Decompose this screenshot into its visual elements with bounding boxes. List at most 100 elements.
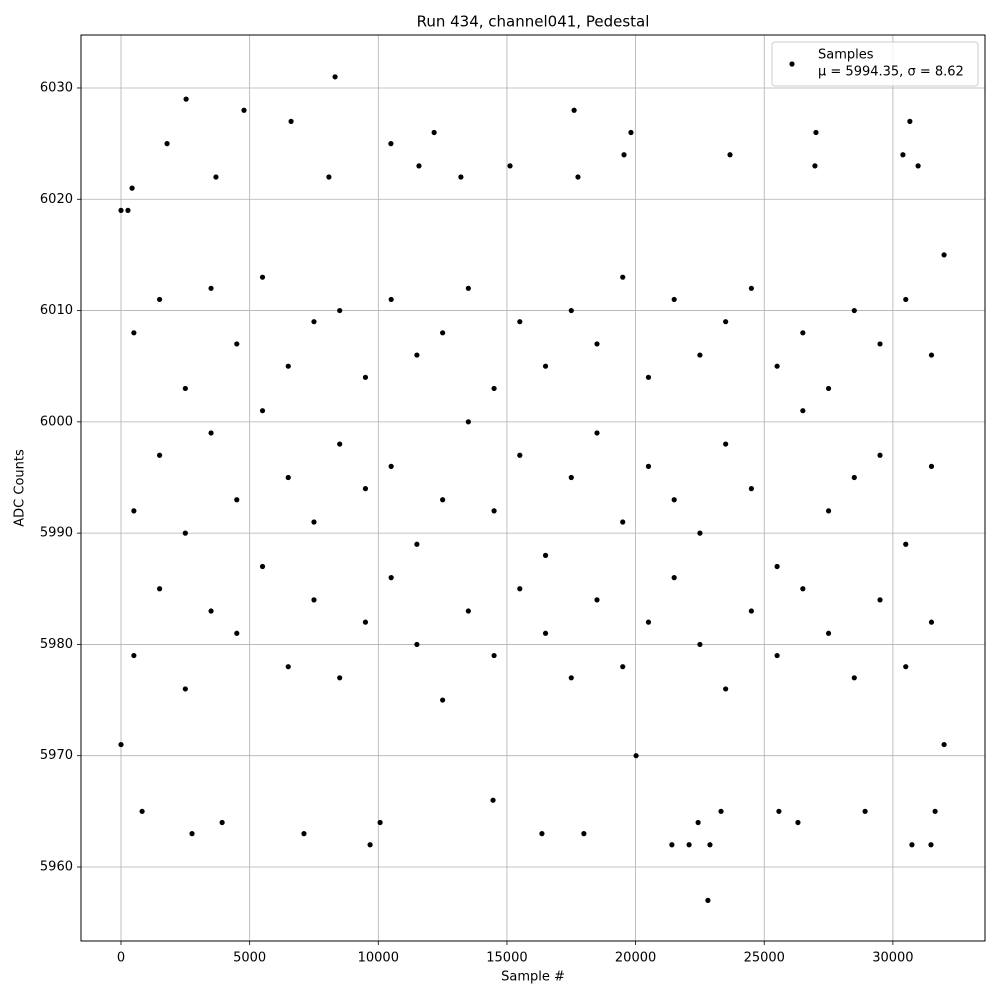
data-point	[507, 163, 513, 169]
data-point	[131, 508, 137, 514]
data-point	[851, 675, 857, 681]
data-point	[575, 174, 581, 180]
data-point	[182, 385, 188, 392]
data-point	[542, 630, 549, 636]
data-point	[928, 463, 935, 469]
data-point	[377, 819, 383, 826]
data-point	[131, 330, 137, 336]
data-point	[669, 842, 675, 848]
x-tick-label: 5000	[233, 951, 266, 966]
data-point	[800, 586, 806, 592]
data-point	[157, 586, 163, 592]
data-point	[825, 630, 832, 636]
data-point	[748, 486, 754, 492]
x-tick-label: 25000	[744, 951, 785, 966]
data-point	[164, 141, 170, 147]
data-point	[800, 330, 806, 336]
data-point	[645, 619, 652, 625]
data-point	[539, 831, 545, 837]
data-point	[542, 552, 549, 558]
data-point	[594, 430, 600, 436]
data-point	[928, 842, 934, 848]
plot-frame	[80, 34, 986, 942]
data-point	[332, 74, 338, 80]
data-point	[491, 385, 497, 392]
data-point	[776, 808, 782, 814]
data-point	[571, 107, 577, 113]
data-point	[825, 508, 832, 514]
data-point	[208, 430, 214, 436]
data-point	[671, 296, 677, 303]
data-point	[795, 819, 801, 826]
data-point	[877, 341, 883, 347]
data-point	[877, 597, 883, 603]
data-point	[234, 341, 240, 347]
data-point	[219, 819, 225, 826]
data-point	[671, 575, 677, 581]
data-point	[182, 530, 188, 536]
data-point	[928, 619, 935, 625]
data-point	[465, 608, 471, 614]
data-point	[157, 296, 163, 303]
y-tick-label: 5990	[40, 526, 73, 541]
data-point	[440, 697, 446, 703]
data-point	[234, 630, 240, 636]
data-point	[800, 408, 806, 414]
data-point	[568, 675, 574, 681]
data-point	[517, 319, 523, 325]
data-point	[851, 474, 857, 481]
x-tick-label: 0	[117, 951, 125, 966]
data-point	[465, 419, 471, 425]
data-point	[628, 129, 634, 136]
data-point	[490, 797, 496, 803]
data-point	[697, 530, 703, 536]
data-point	[568, 307, 574, 314]
data-point	[718, 808, 724, 814]
x-axis-label: Sample #	[501, 970, 565, 985]
data-point	[645, 374, 652, 380]
data-point	[723, 686, 729, 692]
data-point	[686, 842, 692, 848]
data-point	[337, 307, 343, 314]
data-point	[620, 274, 626, 280]
data-point	[208, 608, 214, 614]
data-point	[157, 452, 163, 458]
data-point	[727, 152, 733, 158]
data-point	[183, 96, 189, 102]
data-point	[458, 174, 464, 180]
data-point	[311, 597, 317, 603]
data-point	[517, 586, 523, 592]
data-point	[337, 675, 343, 681]
data-point	[671, 497, 677, 503]
data-point	[594, 597, 600, 603]
data-point	[517, 452, 523, 458]
data-point	[581, 831, 587, 837]
data-point	[491, 652, 497, 659]
data-point	[234, 497, 240, 503]
data-point	[621, 152, 627, 158]
y-tick-label: 6000	[40, 414, 73, 429]
chart-title: Run 434, channel041, Pedestal	[417, 13, 650, 31]
data-point	[707, 842, 713, 848]
data-point	[362, 619, 369, 625]
data-point	[416, 163, 422, 169]
data-point	[928, 352, 935, 358]
data-point	[259, 408, 266, 414]
data-point	[311, 319, 317, 325]
x-tick-label: 15000	[486, 951, 527, 966]
data-point	[208, 285, 214, 291]
data-point	[903, 541, 909, 547]
data-point	[748, 285, 754, 291]
data-point	[812, 163, 818, 169]
data-point	[903, 296, 909, 303]
data-point	[367, 842, 373, 848]
data-point	[301, 831, 307, 837]
data-point	[748, 608, 754, 614]
data-point	[633, 753, 639, 759]
legend-marker	[789, 61, 795, 67]
data-point	[723, 441, 729, 447]
data-point	[259, 563, 266, 570]
data-point	[465, 285, 471, 291]
data-point	[542, 363, 549, 369]
